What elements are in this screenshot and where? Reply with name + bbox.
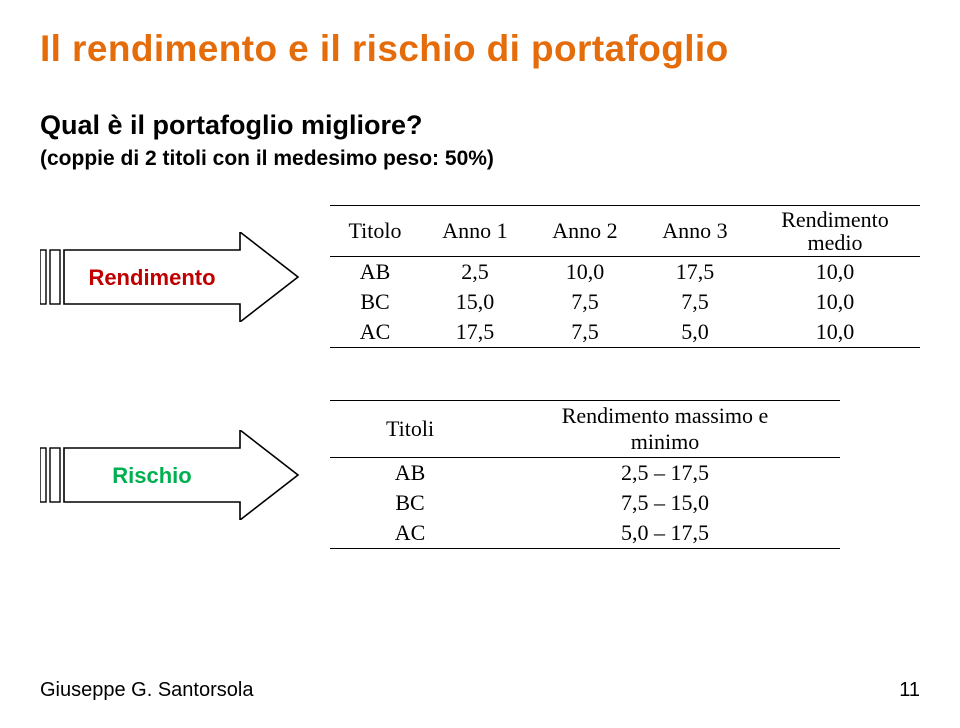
cell: 7,5 [640, 287, 750, 317]
rendimento-table: Titolo Anno 1 Anno 2 Anno 3 Rendimento m… [330, 205, 920, 348]
cell: AB [330, 458, 490, 489]
cell: AC [330, 317, 420, 348]
cell: 7,5 [530, 317, 640, 348]
arrow-icon: Rendimento [40, 232, 300, 322]
th-maxmin: Rendimento massimo e minimo [490, 401, 840, 458]
rendimento-block: Rendimento Titolo Anno 1 Anno 2 Anno 3 R… [40, 205, 920, 348]
cell: 15,0 [420, 287, 530, 317]
cell: 2,5 [420, 257, 530, 288]
table-row: AB 2,5 10,0 17,5 10,0 [330, 257, 920, 288]
th-titolo: Titolo [330, 206, 420, 257]
table-row: AB 2,5 – 17,5 [330, 458, 840, 489]
th-anno2: Anno 2 [530, 206, 640, 257]
table-row: AC 5,0 – 17,5 [330, 518, 840, 549]
cell: BC [330, 488, 490, 518]
th-anno3: Anno 3 [640, 206, 750, 257]
th-anno1: Anno 1 [420, 206, 530, 257]
cell: 10,0 [750, 257, 920, 288]
rendimento-arrow-label: Rendimento [88, 265, 215, 290]
cell: 2,5 – 17,5 [490, 458, 840, 489]
table-header: Titoli Rendimento massimo e minimo [330, 401, 840, 458]
table-row: BC 15,0 7,5 7,5 10,0 [330, 287, 920, 317]
rischio-block: Rischio Titoli Rendimento massimo e mini… [40, 400, 920, 549]
slide-page: Il rendimento e il rischio di portafogli… [0, 0, 960, 728]
cell: 7,5 – 15,0 [490, 488, 840, 518]
footer-page: 11 [899, 679, 920, 702]
table-row: BC 7,5 – 15,0 [330, 488, 840, 518]
cell: 5,0 – 17,5 [490, 518, 840, 549]
cell: AB [330, 257, 420, 288]
th-rendmedio: Rendimento medio [750, 206, 920, 257]
cell: 5,0 [640, 317, 750, 348]
rendimento-arrow-wrap: Rendimento [40, 232, 330, 322]
subtitle-question: Qual è il portafoglio migliore? [40, 110, 920, 141]
cell: 10,0 [750, 317, 920, 348]
cell: 17,5 [640, 257, 750, 288]
arrow-icon: Rischio [40, 430, 300, 520]
page-title: Il rendimento e il rischio di portafogli… [40, 28, 920, 70]
table-row: AC 17,5 7,5 5,0 10,0 [330, 317, 920, 348]
cell: 7,5 [530, 287, 640, 317]
cell: BC [330, 287, 420, 317]
cell: 17,5 [420, 317, 530, 348]
footer-author: Giuseppe G. Santorsola [40, 679, 253, 702]
footer: Giuseppe G. Santorsola 11 [40, 679, 920, 702]
table-header: Titolo Anno 1 Anno 2 Anno 3 Rendimento m… [330, 206, 920, 257]
rischio-arrow-label: Rischio [112, 463, 191, 488]
cell: 10,0 [530, 257, 640, 288]
cell: 10,0 [750, 287, 920, 317]
rischio-table: Titoli Rendimento massimo e minimo AB 2,… [330, 400, 840, 549]
condition-text: (coppie di 2 titoli con il medesimo peso… [40, 147, 920, 171]
th-titoli: Titoli [330, 401, 490, 458]
cell: AC [330, 518, 490, 549]
rischio-arrow-wrap: Rischio [40, 430, 330, 520]
